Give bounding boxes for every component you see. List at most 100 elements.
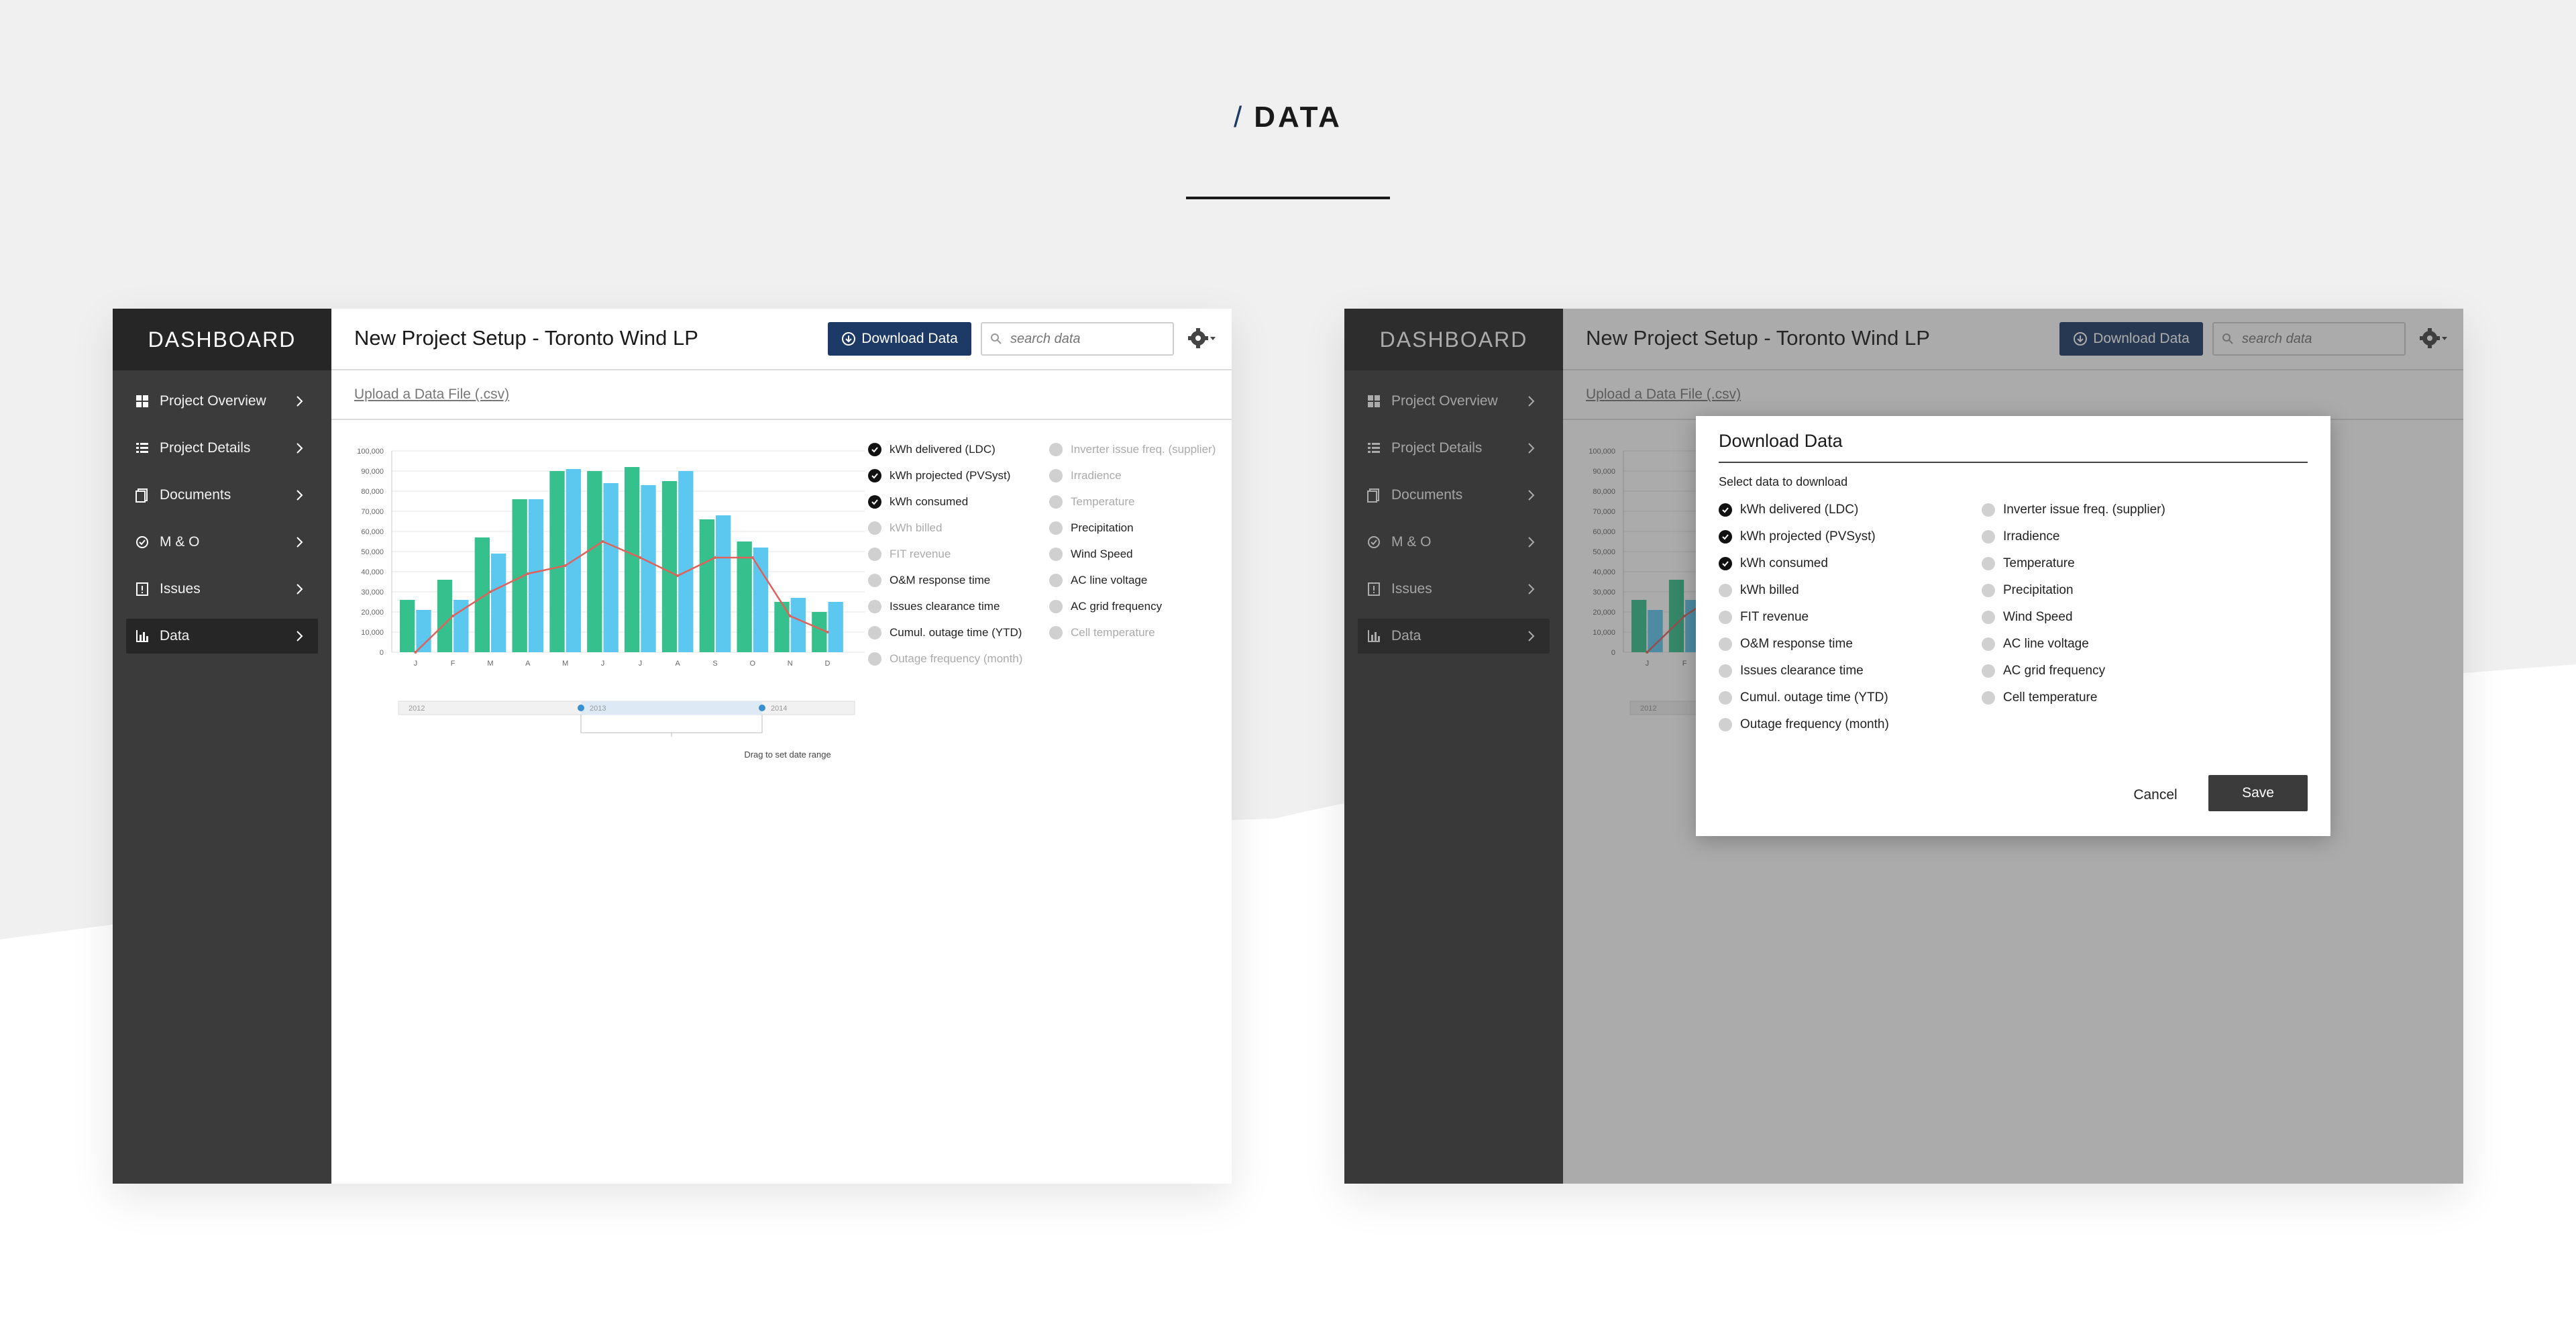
data-option[interactable]: Cumul. outage time (YTD)	[868, 619, 1022, 646]
check-circle-icon	[1366, 534, 1382, 550]
data-option[interactable]: O&M response time	[868, 567, 1022, 593]
sidebar-item-project-overview[interactable]: Project Overview	[1358, 384, 1550, 419]
sidebar-item-issues[interactable]: Issues	[1358, 572, 1550, 607]
data-option[interactable]: Wind Speed	[1982, 604, 2165, 631]
checked-icon[interactable]	[868, 442, 881, 456]
unchecked-icon[interactable]	[868, 652, 881, 666]
bar-series-1	[625, 467, 640, 652]
data-option[interactable]: kWh billed	[868, 515, 1022, 541]
line-point	[601, 540, 604, 543]
sidebar-item-project-overview[interactable]: Project Overview	[126, 384, 318, 419]
download-data-button[interactable]: Download Data	[828, 322, 971, 356]
gear-icon[interactable]	[1186, 325, 1217, 352]
unchecked-icon[interactable]	[1982, 584, 1995, 597]
unchecked-icon[interactable]	[1982, 664, 1995, 678]
data-option[interactable]: Cell temperature	[1049, 619, 1216, 646]
unchecked-icon[interactable]	[1719, 691, 1732, 705]
data-option[interactable]: kWh projected (PVSyst)	[1719, 523, 1889, 550]
data-option[interactable]: Issues clearance time	[868, 593, 1022, 619]
sidebar-item-issues[interactable]: Issues	[126, 572, 318, 607]
unchecked-icon[interactable]	[1049, 599, 1063, 613]
data-option[interactable]: Outage frequency (month)	[1719, 711, 1889, 738]
unchecked-icon[interactable]	[1049, 573, 1063, 587]
unchecked-icon[interactable]	[1719, 637, 1732, 651]
unchecked-icon[interactable]	[1719, 584, 1732, 597]
data-option[interactable]: kWh consumed	[1719, 550, 1889, 577]
upload-link[interactable]: Upload a Data File (.csv)	[1586, 386, 1741, 402]
unchecked-icon[interactable]	[868, 547, 881, 561]
y-tick-label: 10,000	[1593, 629, 1615, 637]
data-option[interactable]: kWh delivered (LDC)	[868, 436, 1022, 462]
data-option[interactable]: Wind Speed	[1049, 541, 1216, 567]
unchecked-icon[interactable]	[1049, 495, 1063, 509]
sidebar-item-m-o[interactable]: M & O	[126, 525, 318, 560]
sidebar-item-m-o[interactable]: M & O	[1358, 525, 1550, 560]
data-option[interactable]: Precipitation	[1049, 515, 1216, 541]
data-option[interactable]: AC grid frequency	[1982, 658, 2165, 684]
data-option[interactable]: kWh projected (PVSyst)	[868, 462, 1022, 488]
data-option[interactable]: AC grid frequency	[1049, 593, 1216, 619]
data-option[interactable]: Cell temperature	[1982, 684, 2165, 711]
unchecked-icon[interactable]	[1049, 468, 1063, 482]
data-option[interactable]: Temperature	[1982, 550, 2165, 577]
unchecked-icon[interactable]	[1982, 530, 1995, 544]
sidebar-item-project-details[interactable]: Project Details	[126, 431, 318, 466]
legend-column-1: kWh delivered (LDC) kWh projected (PVSyst…	[868, 436, 1022, 672]
checked-icon[interactable]	[1719, 503, 1732, 517]
data-option[interactable]: Precipitation	[1982, 577, 2165, 604]
unchecked-icon[interactable]	[1049, 547, 1063, 561]
download-data-button[interactable]: Download Data	[2059, 322, 2203, 356]
data-option[interactable]: Inverter issue freq. (supplier)	[1049, 436, 1216, 462]
sidebar-item-documents[interactable]: Documents	[126, 478, 318, 513]
unchecked-icon[interactable]	[1982, 503, 1995, 517]
sidebar-item-project-details[interactable]: Project Details	[1358, 431, 1550, 466]
sidebar-item-data[interactable]: Data	[126, 619, 318, 654]
sidebar-item-label: M & O	[1391, 534, 1432, 550]
sidebar-item-documents[interactable]: Documents	[1358, 478, 1550, 513]
range-year-label: 2012	[1640, 705, 1656, 713]
checked-icon[interactable]	[1719, 557, 1732, 570]
checked-icon[interactable]	[868, 495, 881, 509]
unchecked-icon[interactable]	[1719, 664, 1732, 678]
data-option[interactable]: FIT revenue	[1719, 604, 1889, 631]
cancel-button[interactable]: Cancel	[2125, 785, 2186, 805]
unchecked-icon[interactable]	[1982, 637, 1995, 651]
data-option[interactable]: AC line voltage	[1049, 567, 1216, 593]
unchecked-icon[interactable]	[868, 573, 881, 587]
unchecked-icon[interactable]	[868, 599, 881, 613]
data-option[interactable]: Cumul. outage time (YTD)	[1719, 684, 1889, 711]
checked-icon[interactable]	[1719, 530, 1732, 544]
upload-link[interactable]: Upload a Data File (.csv)	[354, 386, 510, 402]
save-button[interactable]: Save	[2208, 775, 2308, 811]
search-input[interactable]	[2212, 322, 2406, 356]
search-input[interactable]	[981, 322, 1174, 356]
unchecked-icon[interactable]	[1719, 611, 1732, 624]
sidebar-item-data[interactable]: Data	[1358, 619, 1550, 654]
data-option[interactable]: kWh consumed	[868, 488, 1022, 515]
data-option[interactable]: FIT revenue	[868, 541, 1022, 567]
bar-series-2	[641, 485, 656, 652]
sidebar-item-label: Data	[1391, 628, 1421, 643]
data-option[interactable]: Issues clearance time	[1719, 658, 1889, 684]
unchecked-icon[interactable]	[1049, 521, 1063, 535]
unchecked-icon[interactable]	[1049, 625, 1063, 639]
unchecked-icon[interactable]	[1719, 718, 1732, 731]
data-option[interactable]: AC line voltage	[1982, 631, 2165, 658]
unchecked-icon[interactable]	[1049, 442, 1063, 456]
unchecked-icon[interactable]	[1982, 691, 1995, 705]
unchecked-icon[interactable]	[1982, 611, 1995, 624]
search-icon	[2222, 333, 2233, 344]
data-option[interactable]: O&M response time	[1719, 631, 1889, 658]
checked-icon[interactable]	[868, 468, 881, 482]
unchecked-icon[interactable]	[868, 625, 881, 639]
unchecked-icon[interactable]	[868, 521, 881, 535]
gear-icon[interactable]	[2418, 325, 2449, 352]
data-option[interactable]: Outage frequency (month)	[868, 646, 1022, 672]
data-option[interactable]: kWh billed	[1719, 577, 1889, 604]
data-option[interactable]: Inverter issue freq. (supplier)	[1982, 497, 2165, 523]
unchecked-icon[interactable]	[1982, 557, 1995, 570]
data-option[interactable]: Temperature	[1049, 488, 1216, 515]
data-option[interactable]: kWh delivered (LDC)	[1719, 497, 1889, 523]
data-option[interactable]: Irradience	[1982, 523, 2165, 550]
data-option[interactable]: Irradience	[1049, 462, 1216, 488]
